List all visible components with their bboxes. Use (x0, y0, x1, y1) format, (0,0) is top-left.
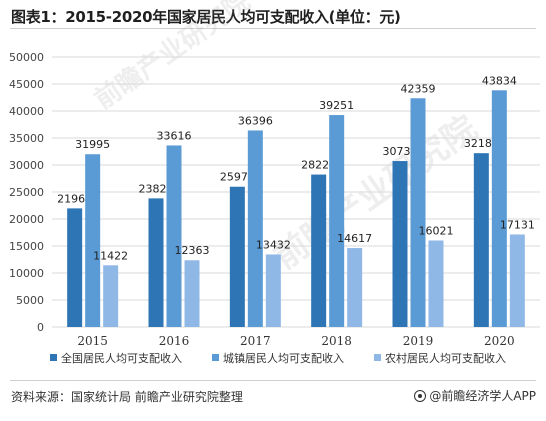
bar (85, 154, 101, 327)
y-tick-label: 5000 (16, 294, 44, 307)
legend-label: 农村居民人均可支配收入 (385, 351, 506, 365)
bar (428, 240, 444, 327)
data-label: 23821 (139, 182, 174, 195)
bar (311, 174, 327, 327)
logo-icon (414, 389, 427, 402)
bar (509, 234, 525, 327)
legend-swatch (50, 354, 57, 361)
y-tick-label: 0 (37, 321, 44, 334)
y-tick-label: 25000 (9, 186, 44, 199)
data-label: 42359 (401, 82, 436, 95)
x-tick-label: 2018 (321, 334, 352, 348)
data-label: 30733 (383, 145, 418, 158)
data-label: 12363 (175, 244, 210, 257)
bar (347, 248, 363, 327)
y-tick-label: 35000 (9, 132, 44, 145)
title-divider (10, 28, 536, 29)
bar (103, 265, 119, 327)
x-tick-label: 2019 (403, 334, 434, 348)
x-tick-label: 2015 (77, 334, 108, 348)
x-tick-label: 2017 (240, 334, 271, 348)
y-tick-label: 20000 (9, 213, 44, 226)
publisher-logo: @前瞻经济学人APP (414, 387, 536, 404)
x-tick-label: 2020 (484, 334, 515, 348)
bar (229, 186, 245, 327)
data-label: 31995 (75, 138, 110, 151)
data-label: 21966 (57, 192, 92, 205)
bar (148, 198, 164, 327)
legend-swatch (212, 354, 219, 361)
legend-label: 全国居民人均可支配收入 (61, 351, 182, 365)
y-tick-label: 15000 (9, 240, 44, 253)
x-tick-label: 2016 (159, 334, 190, 348)
bar (392, 161, 408, 327)
footer-divider (10, 380, 536, 381)
data-label: 25974 (220, 171, 255, 184)
y-tick-label: 50000 (9, 51, 44, 64)
bar-chart: 0 5000 10000 15000 20000 25000 30000 35000 40000… (9, 51, 540, 365)
data-label: 39251 (319, 99, 354, 112)
chart-title: 图表1：2015-2020年国家居民人均可支配收入(单位：元) (11, 8, 401, 26)
y-tick-label: 30000 (9, 159, 44, 172)
bar (473, 153, 489, 327)
data-label: 14617 (337, 232, 372, 245)
y-tick-label: 45000 (9, 78, 44, 91)
data-label: 16021 (419, 224, 454, 237)
logo-text: @前瞻经济学人APP (429, 389, 536, 403)
legend-swatch (374, 354, 381, 361)
source-note: 资料来源：国家统计局 前瞻产业研究院整理 (11, 390, 243, 404)
data-label: 36396 (238, 114, 273, 127)
data-label: 32189 (464, 137, 499, 150)
bar (184, 260, 200, 327)
bar (329, 115, 345, 327)
bar (247, 130, 263, 327)
data-label: 11422 (93, 249, 128, 262)
data-label: 43834 (482, 74, 517, 87)
data-label: 28228 (301, 159, 336, 172)
bar (491, 90, 507, 327)
y-tick-label: 40000 (9, 105, 44, 118)
legend-label: 城镇居民人均可支配收入 (223, 351, 344, 365)
data-label: 17131 (500, 218, 535, 231)
data-label: 13432 (256, 238, 291, 251)
data-label: 33616 (157, 129, 192, 142)
y-tick-label: 10000 (9, 267, 44, 280)
bar (67, 208, 83, 327)
bar (166, 145, 182, 327)
bar (265, 254, 281, 327)
bar (410, 98, 426, 327)
